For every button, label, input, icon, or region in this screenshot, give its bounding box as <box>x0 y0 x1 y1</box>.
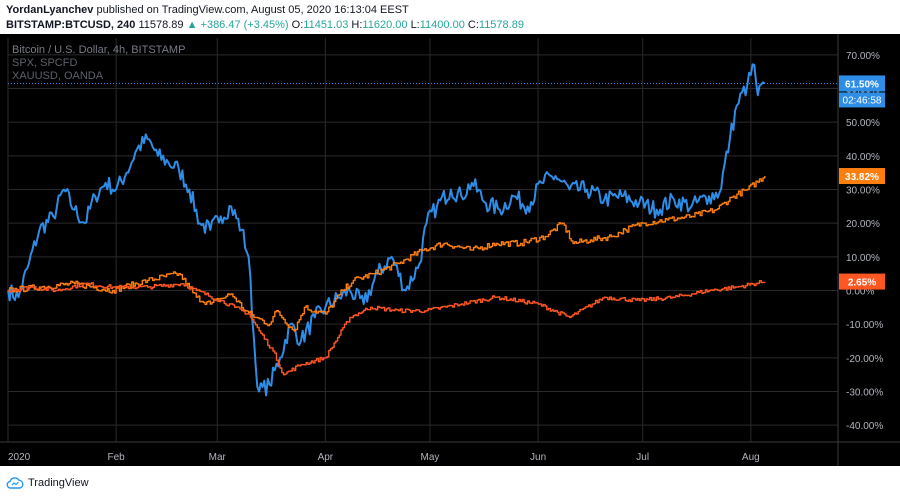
x-tick-label: Jun <box>530 452 546 463</box>
tradingview-brand: TradingView <box>28 477 89 489</box>
footer: TradingView <box>0 466 900 500</box>
high-label: H: <box>351 19 363 31</box>
x-tick-label: Mar <box>209 452 227 463</box>
y-tick-label: -40.00% <box>846 421 883 432</box>
chart-svg[interactable]: Bitcoin / U.S. Dollar, 4h, BITSTAMPSPX, … <box>0 34 900 466</box>
last-price: 11578.89 <box>138 19 184 31</box>
symbol-label: BITSTAMP:BTCUSD, 240 <box>6 19 136 31</box>
series-lines <box>7 63 838 397</box>
publish-info: YordanLyanchev published on TradingView.… <box>6 4 409 16</box>
y-axis[interactable]: 70.00%60.00%50.00%40.00%30.00%20.00%10.0… <box>846 51 883 432</box>
countdown-box <box>839 92 885 108</box>
author-name[interactable]: YordanLyanchev <box>6 4 94 16</box>
y-tick-label: 70.00% <box>846 51 880 62</box>
last-value-label-btc: 61.50% <box>845 79 879 90</box>
y-tick-label: -10.00% <box>846 320 883 331</box>
low-label: L: <box>410 19 420 31</box>
x-axis[interactable]: 2020 Feb Mar Apr May Jun Jul Aug <box>8 452 760 463</box>
x-tick-label: Feb <box>107 452 125 463</box>
low-value: 11400.00 <box>419 19 465 31</box>
open-label: O: <box>291 19 304 31</box>
legend-entry: Bitcoin / U.S. Dollar, 4h, BITSTAMP <box>12 44 185 56</box>
y-tick-label: -30.00% <box>846 388 883 399</box>
legend: Bitcoin / U.S. Dollar, 4h, BITSTAMPSPX, … <box>12 44 185 82</box>
legend-entry: XAUUSD, OANDA <box>12 70 104 82</box>
x-tick-label: Aug <box>742 452 760 463</box>
tradingview-logo[interactable]: TradingView <box>6 477 89 489</box>
y-tick-label: 30.00% <box>846 186 880 197</box>
last-value-box-spx <box>839 168 885 185</box>
price-change: ▲ +386.47 (+3.45%) <box>186 19 289 31</box>
series-line-btc <box>7 63 766 397</box>
close-value: 11578.89 <box>478 19 524 31</box>
x-tick-label: 2020 <box>8 452 31 463</box>
series-line-spx <box>8 176 766 332</box>
chart-area[interactable]: Bitcoin / U.S. Dollar, 4h, BITSTAMP SPX, … <box>0 34 900 466</box>
last-value-label-spx: 33.82% <box>845 172 879 183</box>
legend-entry: SPX, SPCFD <box>12 57 77 69</box>
last-value-label-xau: 2.65% <box>848 278 876 289</box>
close-label: C: <box>467 19 479 31</box>
last-value-box-xau <box>839 273 885 290</box>
y-tick-label: 20.00% <box>846 219 880 230</box>
publish-text: published on TradingView.com, August 05,… <box>96 4 409 16</box>
y-tick-label: 0.00% <box>846 287 874 298</box>
y-tick-label: 40.00% <box>846 152 880 163</box>
tradingview-cloud-icon <box>6 477 24 489</box>
x-tick-label: Jul <box>636 452 649 463</box>
y-tick-label: 50.00% <box>846 118 880 129</box>
grid-lines <box>0 34 900 466</box>
high-value: 11620.00 <box>362 19 408 31</box>
y-tick-label: 10.00% <box>846 253 880 264</box>
ohlc-bar: BITSTAMP:BTCUSD, 240 11578.89 ▲ +386.47 … <box>6 19 524 31</box>
x-tick-label: May <box>421 452 440 463</box>
countdown-label: 02:46:58 <box>843 95 882 106</box>
x-tick-label: Apr <box>318 452 334 463</box>
last-value-labels: 61.50% 02:46:58 33.82% 2.65% <box>839 75 885 290</box>
chart-header: YordanLyanchev published on TradingView.… <box>0 0 900 34</box>
last-value-box-btc <box>839 75 885 92</box>
series-line-xau <box>8 280 766 376</box>
y-tick-label: -20.00% <box>846 354 883 365</box>
open-value: 11451.03 <box>303 19 349 31</box>
